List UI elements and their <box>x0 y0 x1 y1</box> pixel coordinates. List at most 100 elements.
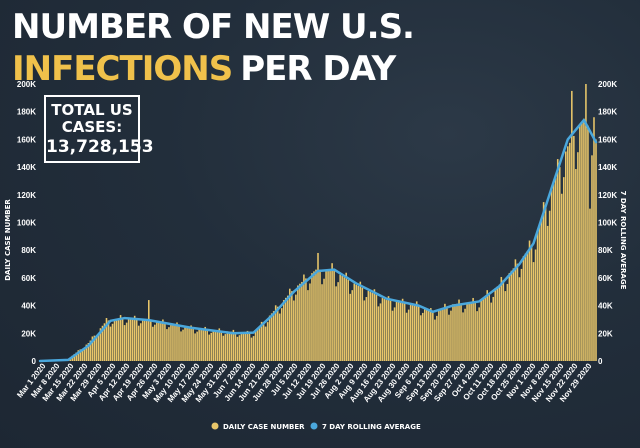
bar <box>538 224 541 361</box>
bar <box>178 325 180 361</box>
bar <box>542 202 545 361</box>
bar <box>395 301 398 361</box>
bar <box>560 193 563 361</box>
bar <box>387 296 390 361</box>
bar <box>423 308 426 361</box>
bar <box>141 319 144 361</box>
bar <box>490 302 493 361</box>
bar <box>192 327 194 361</box>
bar <box>81 349 84 361</box>
bar <box>444 303 446 361</box>
bar <box>415 301 418 361</box>
bar <box>194 333 196 361</box>
bar <box>385 300 388 361</box>
bar <box>97 333 100 361</box>
bar <box>287 295 289 361</box>
bar <box>105 318 108 361</box>
bar <box>117 318 120 361</box>
y-tick-left: 140K <box>17 163 36 172</box>
bar <box>127 318 130 361</box>
bar <box>268 315 271 361</box>
bar <box>103 323 106 361</box>
bar <box>226 331 229 361</box>
bar <box>307 290 309 361</box>
bar <box>534 249 537 361</box>
bar <box>329 269 331 361</box>
bar <box>454 304 456 361</box>
bar <box>309 283 311 361</box>
bar <box>160 321 162 361</box>
bar <box>440 309 442 361</box>
bar <box>311 273 313 361</box>
bar <box>293 300 295 361</box>
bar <box>470 302 472 361</box>
bar <box>575 169 577 361</box>
bar <box>172 324 174 361</box>
bar <box>297 285 299 361</box>
bar <box>258 326 261 361</box>
bar <box>188 327 190 361</box>
bar <box>383 299 386 361</box>
bar <box>220 330 223 361</box>
bar <box>393 307 396 361</box>
bar <box>184 326 186 361</box>
bar <box>250 337 253 361</box>
bar <box>428 310 430 361</box>
bar <box>131 318 134 361</box>
bar <box>595 139 597 361</box>
y-tick-left: 180K <box>17 108 36 117</box>
bar <box>581 122 583 361</box>
y-tick-left: 0 <box>32 357 37 366</box>
bar <box>508 273 511 361</box>
bar <box>492 296 495 361</box>
bar <box>284 297 287 361</box>
bar <box>494 288 497 361</box>
bar <box>520 268 523 361</box>
bar <box>129 318 132 361</box>
bar <box>107 320 110 361</box>
y-tick-right: 120K <box>598 191 617 200</box>
bar <box>462 312 464 361</box>
bar <box>379 303 382 361</box>
bar <box>210 332 213 361</box>
bar <box>546 225 549 361</box>
bar <box>135 318 138 361</box>
bar <box>532 262 535 361</box>
bar <box>166 329 168 361</box>
bar <box>355 284 358 361</box>
bar <box>95 337 98 361</box>
bar <box>526 250 529 361</box>
bar <box>363 300 366 361</box>
bar <box>145 319 148 361</box>
bar <box>240 332 243 361</box>
bar <box>244 332 247 361</box>
bar <box>301 281 303 361</box>
bar <box>552 182 555 361</box>
bar <box>264 326 267 361</box>
y-axis-right-label: 7 DAY ROLLING AVERAGE <box>619 191 627 290</box>
bar <box>357 285 360 361</box>
bar <box>234 332 237 361</box>
bar <box>351 290 354 361</box>
bar <box>206 329 208 361</box>
bar <box>504 291 507 361</box>
bar <box>583 118 585 362</box>
bar <box>466 302 468 361</box>
legend-bars-label: DAILY CASE NUMBER <box>223 423 305 431</box>
bar <box>498 284 501 361</box>
bar <box>579 125 581 361</box>
bar <box>236 336 239 361</box>
bar <box>558 167 561 361</box>
bar <box>373 289 376 361</box>
bar <box>113 319 116 361</box>
y-tick-right: 200K <box>598 80 617 89</box>
y-tick-right: 0 <box>598 357 603 366</box>
bar <box>272 311 275 361</box>
title-rest: PER DAY <box>240 49 396 89</box>
bar <box>218 328 221 361</box>
total-cases-value: 13,728,153 <box>46 137 154 157</box>
bar <box>232 329 235 361</box>
bar <box>524 253 527 361</box>
bar <box>436 315 438 361</box>
